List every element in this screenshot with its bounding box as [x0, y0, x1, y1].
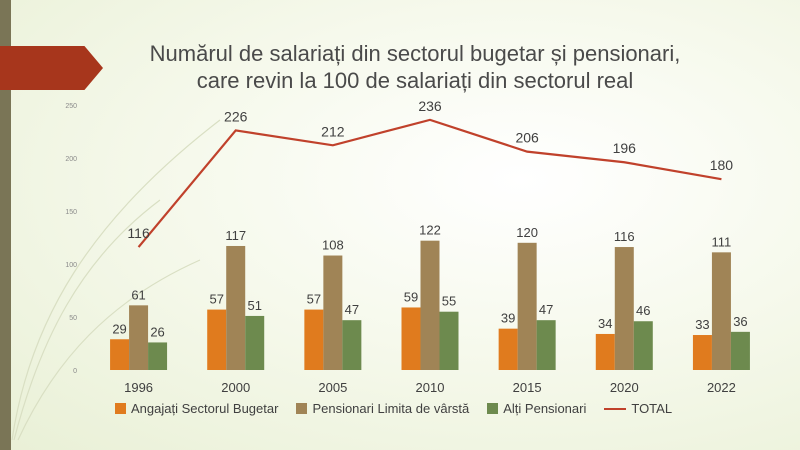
bar-2: [323, 255, 343, 370]
bar-data-label: 120: [516, 225, 538, 240]
x-tick-label: 2010: [416, 380, 445, 395]
bar-data-label: 39: [501, 311, 515, 326]
legend-label: Alți Pensionari: [503, 401, 587, 416]
bar-2: [129, 305, 149, 370]
y-tick-label: 250: [65, 103, 77, 110]
chart-title: Numărul de salariați din sectorul bugeta…: [120, 40, 710, 94]
bar-data-label: 59: [404, 289, 418, 304]
bar-data-label: 47: [345, 302, 359, 317]
bar-3: [342, 320, 362, 370]
y-tick-label: 50: [69, 315, 77, 322]
title-arrow-decor: [0, 46, 103, 90]
bar-3: [245, 315, 265, 370]
legend-item: TOTAL: [604, 401, 672, 416]
legend-label: TOTAL: [631, 401, 673, 416]
bar-2: [517, 242, 537, 370]
legend-item: Pensionari Limita de vârstă: [296, 401, 469, 416]
bar-2: [226, 245, 246, 370]
legend-swatch: [487, 403, 499, 414]
bar-data-label: 47: [539, 302, 553, 317]
bar-2: [614, 247, 634, 370]
y-tick-label: 200: [65, 156, 77, 163]
bar-3: [730, 331, 750, 370]
bar-1: [692, 335, 712, 370]
y-tick-label: 150: [65, 209, 77, 216]
bar-data-label: 57: [307, 292, 321, 307]
bar-1: [595, 333, 615, 370]
bar-data-label: 34: [598, 316, 612, 331]
bar-1: [304, 309, 324, 370]
bar-data-label: 122: [419, 223, 441, 238]
bar-3: [536, 320, 556, 370]
line-data-label: 196: [613, 140, 637, 156]
bar-data-label: 55: [442, 294, 456, 309]
x-tick-label: 2022: [707, 380, 736, 395]
line-data-label: 226: [224, 108, 248, 124]
bar-1: [207, 309, 227, 370]
bar-2: [420, 240, 440, 370]
bar-data-label: 36: [733, 314, 747, 329]
total-line: [137, 118, 722, 248]
legend-label: Pensionari Limita de vârstă: [312, 401, 470, 416]
bar-data-label: 51: [247, 298, 261, 313]
chart-title-line1: Numărul de salariați din sectorul bugeta…: [149, 41, 681, 66]
bar-data-label: 108: [322, 238, 344, 253]
y-tick-label: 0: [73, 368, 77, 375]
bar-3: [439, 311, 459, 370]
bar-data-label: 57: [209, 292, 223, 307]
legend-item: Alți Pensionari: [487, 401, 586, 416]
bar-data-label: 117: [225, 228, 246, 243]
line-data-label: 116: [127, 225, 150, 241]
x-tick-label: 2020: [610, 380, 639, 395]
bar-1: [498, 328, 518, 370]
bar-data-label: 33: [695, 317, 709, 332]
legend-line-swatch: [604, 407, 627, 410]
bar-2: [711, 252, 731, 370]
bar-data-label: 111: [712, 234, 732, 249]
line-data-label: 212: [321, 123, 345, 139]
bar-data-label: 29: [112, 321, 126, 336]
legend: Angajați Sectorul Bugetar Pensionari Limi…: [115, 401, 755, 416]
bar-1: [401, 307, 421, 370]
bar-data-label: 61: [131, 287, 145, 302]
legend-item: Angajați Sectorul Bugetar: [115, 401, 278, 416]
left-decor-bar: [0, 0, 11, 450]
y-tick-label: 100: [65, 262, 77, 269]
legend-label: Angajați Sectorul Bugetar: [131, 401, 279, 416]
bar-3: [148, 342, 168, 370]
x-tick-label: 2005: [318, 380, 347, 395]
bar-1: [110, 339, 130, 370]
line-data-label: 180: [710, 157, 734, 173]
bar-data-label: 116: [614, 229, 635, 244]
line-data-label: 206: [515, 130, 539, 146]
bar-data-label: 26: [150, 324, 164, 339]
bar-3: [633, 321, 653, 370]
legend-swatch: [115, 403, 126, 414]
x-tick-label: 2015: [513, 380, 542, 395]
line-data-label: 236: [418, 98, 442, 114]
decorative-swirls: [11, 119, 221, 441]
chart-title-line2: care revin la 100 de salariați din secto…: [196, 68, 634, 93]
bar-data-label: 46: [636, 303, 650, 318]
legend-swatch: [296, 403, 308, 414]
x-tick-label: 2000: [221, 380, 250, 395]
x-tick-label: 1996: [124, 380, 153, 395]
